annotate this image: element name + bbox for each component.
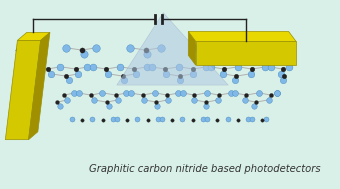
Polygon shape <box>188 31 296 41</box>
Polygon shape <box>196 41 296 65</box>
Text: Graphitic carbon nitride based photodetectors: Graphitic carbon nitride based photodete… <box>89 164 321 174</box>
Polygon shape <box>5 40 41 140</box>
Polygon shape <box>188 31 196 65</box>
Polygon shape <box>29 33 50 140</box>
Polygon shape <box>117 13 228 85</box>
Polygon shape <box>17 33 50 40</box>
